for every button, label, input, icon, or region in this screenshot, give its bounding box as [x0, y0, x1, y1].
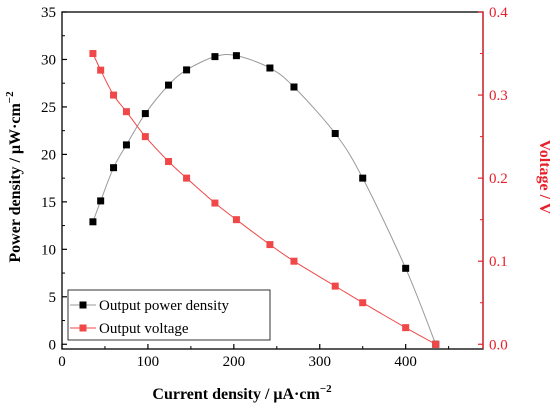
- x-axis-ticks: 0 100 200 300 400: [58, 344, 450, 370]
- right-y-axis-ticks: 0.0 0.1 0.2 0.3 0.4: [478, 5, 508, 353]
- power-density-point: [165, 81, 173, 89]
- left-y-axis-title: Power density / μW·cm−2: [4, 91, 24, 263]
- right-y-tick-label: 0.3: [489, 88, 508, 104]
- voltage-point: [402, 324, 410, 332]
- x-tick-label: 300: [309, 354, 332, 370]
- left-y-tick-label: 10: [41, 242, 56, 258]
- power-density-point: [97, 197, 105, 205]
- power-density-point: [141, 110, 149, 118]
- voltage-point: [183, 174, 191, 182]
- power-density-point: [110, 164, 118, 172]
- x-axis-title: Current density / μA·cm−2: [152, 383, 332, 403]
- legend-marker-voltage: [79, 324, 87, 332]
- x-tick-label: 400: [394, 354, 417, 370]
- legend-label-power: Output power density: [99, 298, 229, 314]
- power-density-point: [331, 130, 339, 138]
- left-y-axis-ticks: 0 5 10 15 20 25 30 35: [41, 5, 67, 353]
- left-y-tick-label: 5: [49, 290, 57, 306]
- power-density-point: [122, 141, 130, 149]
- x-tick-label: 200: [223, 354, 246, 370]
- right-y-tick-label: 0.4: [489, 5, 508, 21]
- voltage-point: [331, 282, 339, 290]
- voltage-point: [122, 108, 130, 116]
- left-y-tick-label: 25: [41, 100, 56, 116]
- voltage-point: [432, 340, 440, 348]
- voltage-point: [89, 50, 97, 58]
- voltage-point: [165, 158, 173, 166]
- series-layer: [89, 50, 440, 348]
- left-y-tick-label: 15: [41, 195, 56, 211]
- x-tick-label: 0: [58, 354, 66, 370]
- power-density-point: [232, 52, 240, 60]
- left-y-tick-label: 20: [41, 147, 56, 163]
- voltage-point: [290, 257, 298, 265]
- left-y-tick-label: 35: [41, 5, 56, 21]
- power-density-point: [183, 66, 191, 74]
- x-tick-label: 100: [137, 354, 160, 370]
- power-density-point: [290, 83, 298, 91]
- left-y-tick-label: 0: [49, 337, 57, 353]
- voltage-point: [359, 299, 367, 307]
- right-y-axis-title: Voltage / V: [536, 140, 550, 215]
- power-density-point: [211, 53, 219, 61]
- power-density-point: [402, 264, 410, 272]
- legend-label-voltage: Output voltage: [99, 321, 189, 337]
- right-y-tick-label: 0.0: [489, 337, 508, 353]
- x-axis-title-text: Current density / μA·cm: [152, 386, 320, 403]
- voltage-point: [97, 66, 105, 74]
- voltage-point: [232, 216, 240, 224]
- voltage-point: [110, 91, 118, 99]
- legend-marker-power: [79, 301, 87, 309]
- x-axis-title-exponent: −2: [320, 383, 332, 395]
- power-density-point: [359, 174, 367, 182]
- voltage-point: [266, 241, 274, 249]
- left-y-axis-title-exponent: −2: [4, 91, 16, 103]
- voltage-point: [211, 199, 219, 207]
- legend-box: [67, 289, 271, 341]
- power-density-point: [266, 64, 274, 72]
- right-y-tick-label: 0.2: [489, 171, 508, 187]
- left-y-axis-title-text: Power density / μW·cm: [7, 103, 24, 263]
- power-density-point: [89, 218, 97, 226]
- right-y-tick-label: 0.1: [489, 254, 508, 270]
- left-y-tick-label: 30: [41, 52, 56, 68]
- voltage-point: [141, 133, 149, 141]
- legend: Output power density Output voltage: [67, 289, 271, 341]
